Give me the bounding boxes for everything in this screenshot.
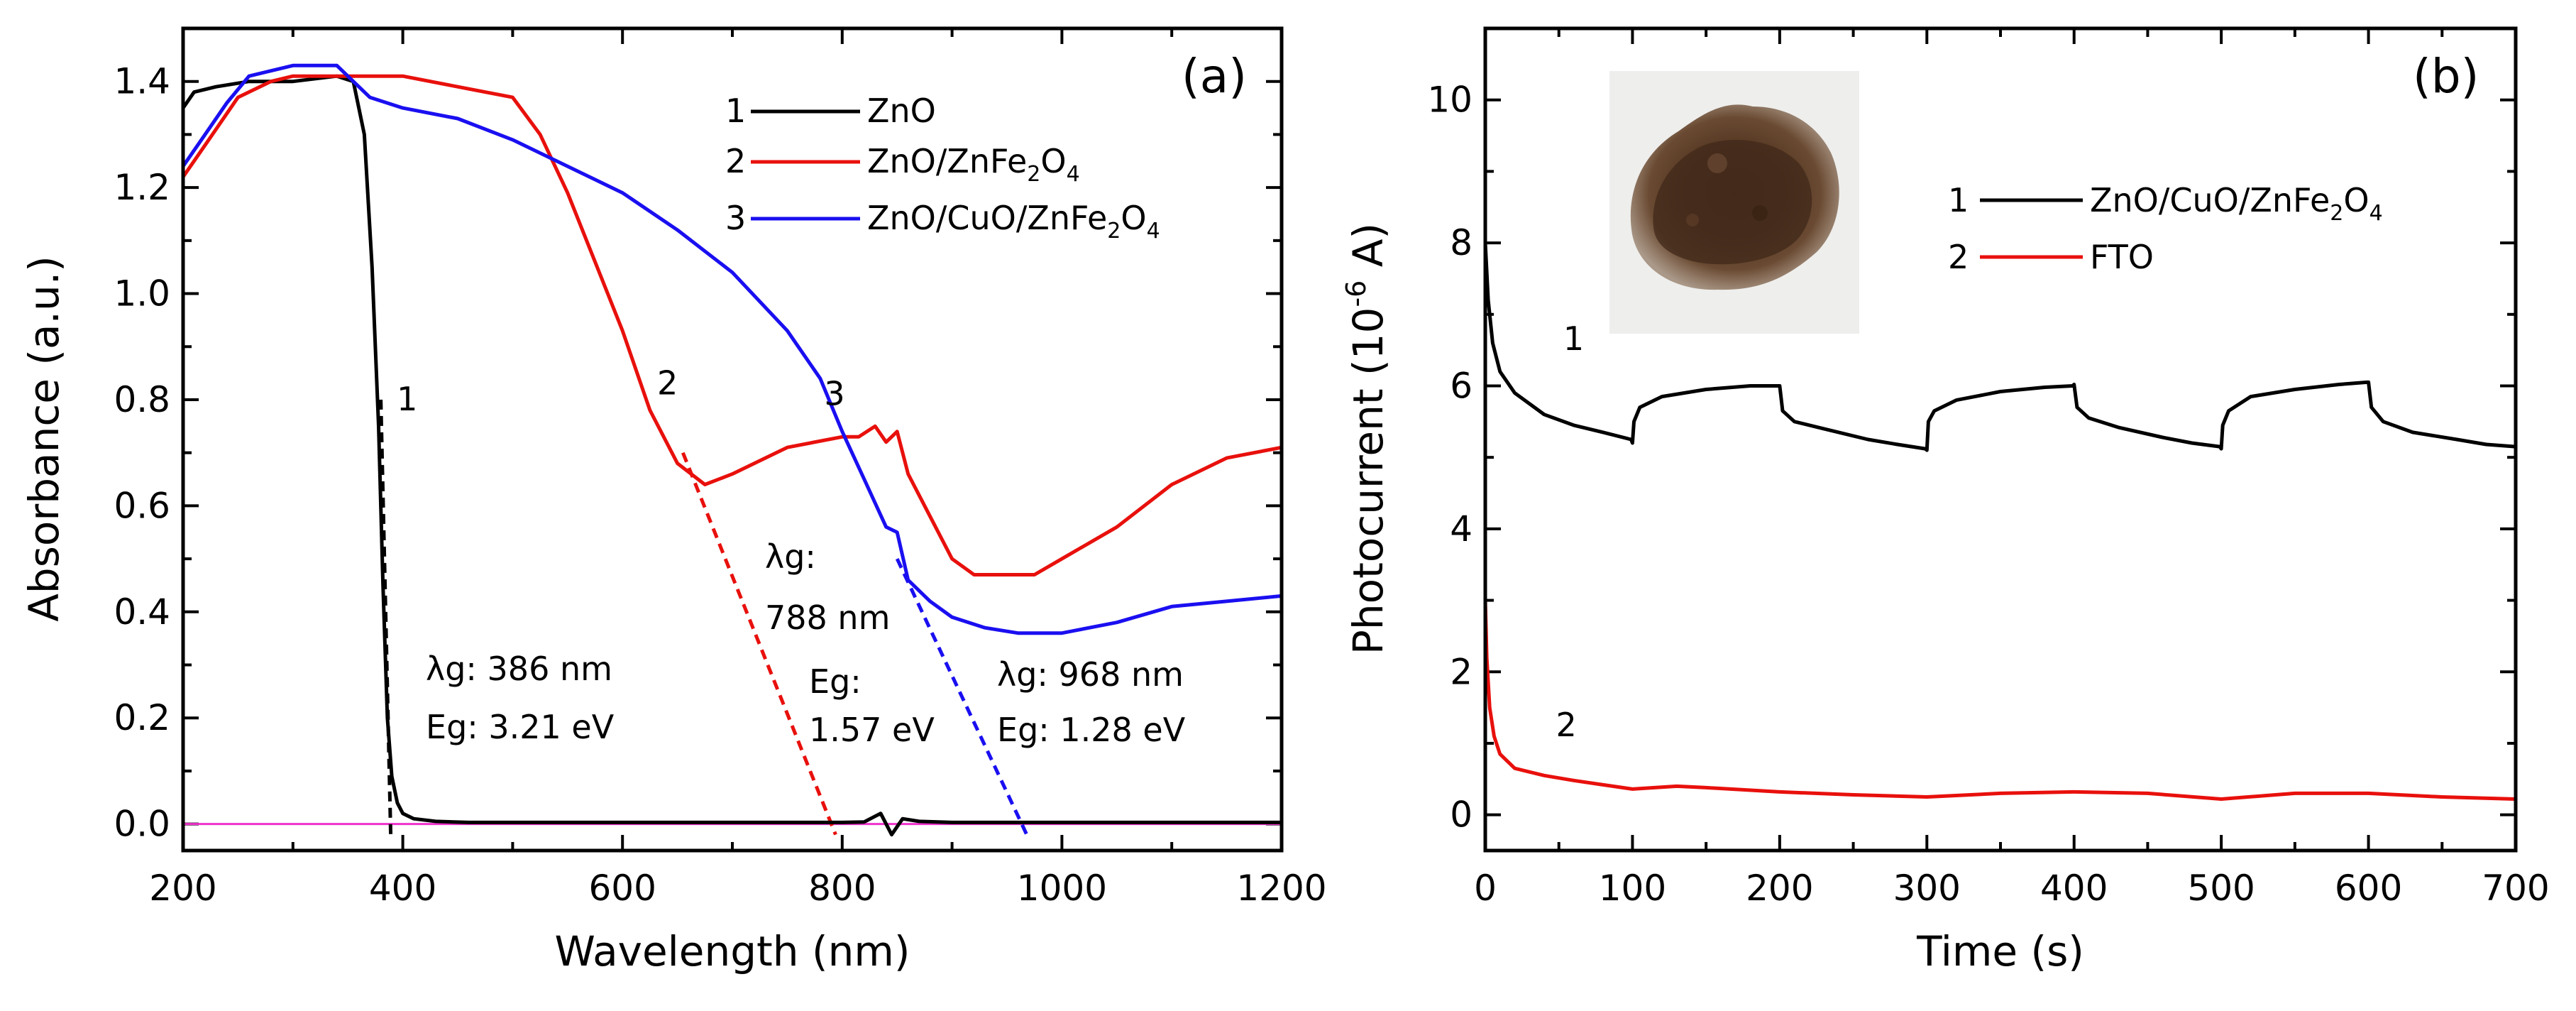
annotation-zno-znfe2o4: λg: 788 nm Eg: 1.57 eV: [765, 537, 935, 749]
x-tick-label: 0: [1474, 868, 1497, 909]
x-tick-label: 600: [588, 868, 656, 909]
series-line-1: [1485, 241, 2516, 452]
panel-b-x-axis-title: Time (s): [1916, 927, 2084, 976]
panel-b-frame: [1483, 26, 2518, 853]
x-tick-label: 400: [2040, 868, 2108, 909]
curve-number-label: 2: [657, 364, 678, 402]
x-tick-label: 400: [369, 868, 436, 909]
curve-number-label: 1: [1563, 319, 1584, 358]
legend-label: FTO: [2090, 238, 2154, 276]
legend-number: 1: [725, 92, 746, 130]
panel-a-curve-numbers: 1 2 3: [397, 364, 844, 417]
y-tick-label: 0.0: [114, 804, 170, 845]
y-tick-label: 4: [1450, 508, 1473, 550]
y-tick-label: 0.2: [114, 697, 170, 738]
panel-a-series: [183, 63, 1282, 837]
legend-label: ZnO/ZnFe2O4: [867, 142, 1080, 187]
panel-a-frame: [181, 26, 1284, 853]
curve-number-label: 3: [824, 374, 844, 412]
y-tick-label: 2: [1450, 651, 1473, 692]
annotation-eg-value: 1.57 eV: [809, 711, 935, 749]
legend-label: ZnO/CuO/ZnFe2O4: [2090, 181, 2383, 226]
panel-a-x-axis-title: Wavelength (nm): [554, 927, 910, 976]
legend-entry-zno-cuo-znfe2o4: 3 ZnO/CuO/ZnFe2O4: [725, 199, 1160, 244]
legend-number: 3: [725, 199, 746, 237]
y-tick-label: 10: [1427, 80, 1473, 121]
legend-label: ZnO/CuO/ZnFe2O4: [867, 199, 1160, 244]
legend-number: 1: [1948, 181, 1969, 219]
curve-number-label: 2: [1556, 706, 1576, 744]
y-tick-label: 0.8: [114, 379, 170, 420]
curve-number-label: 1: [397, 380, 417, 418]
x-tick-label: 100: [1599, 868, 1666, 909]
annotation-eg: Eg: 3.21 eV: [426, 708, 615, 746]
legend-entry-zno-znfe2o4: 2 ZnO/ZnFe2O4: [725, 142, 1080, 187]
panel-a-absorbance-chart: 200 400 600 800 1000 1200 0.0 0.2 0.4 0.6 0.8 1.0 1.…: [20, 26, 1327, 976]
legend-entry-fto: 2 FTO: [1948, 238, 2154, 276]
legend-number: 2: [1948, 238, 1969, 276]
legend-number: 2: [725, 142, 746, 180]
inset-powder-photo: [1609, 71, 1859, 334]
legend-label: ZnO: [867, 92, 936, 130]
panel-b-y-axis-title: Photocurrent (10-6 A): [1341, 223, 1392, 655]
panel-b-legend: 1 ZnO/CuO/ZnFe2O4 2 FTO: [1948, 181, 2383, 276]
annotation-lambda: λg: 386 nm: [426, 650, 612, 688]
panel-b-photocurrent-chart: 0 100 200 300 400 500 600 700 0 2 4 6 8 10 (b) Time (…: [1341, 26, 2550, 976]
series-line-2: [183, 74, 1282, 576]
panel-b-series: [1485, 241, 2516, 801]
y-tick-label: 6: [1450, 365, 1473, 406]
legend-entry-zno-cuo-znfe2o4: 1 ZnO/CuO/ZnFe2O4: [1948, 181, 2383, 226]
panel-a-tick-labels: 200 400 600 800 1000 1200 0.0 0.2 0.4 0.6 0.8 1.0 1.…: [114, 61, 1326, 909]
annotation-lambda-value: 788 nm: [765, 599, 890, 637]
x-tick-label: 800: [808, 868, 876, 909]
x-tick-label: 1000: [1017, 868, 1107, 909]
panel-a-label: (a): [1182, 49, 1247, 104]
x-tick-label: 1200: [1236, 868, 1326, 909]
annotation-zno-cuo-znfe2o4: λg: 968 nm Eg: 1.28 eV: [997, 655, 1186, 749]
annotation-eg: Eg:: [809, 662, 862, 701]
annotation-zno: λg: 386 nm Eg: 3.21 eV: [426, 650, 615, 746]
x-tick-label: 500: [2187, 868, 2255, 909]
y-tick-label: 8: [1450, 222, 1473, 263]
panel-a-y-axis-title: Absorbance (a.u.): [20, 256, 68, 622]
series-line-3: [183, 63, 1282, 635]
annotation-eg: Eg: 1.28 eV: [997, 711, 1186, 749]
series-line-2: [1485, 599, 2516, 801]
panel-a-legend: 1 ZnO 2 ZnO/ZnFe2O4 3 ZnO/CuO/ZnFe2O4: [725, 92, 1160, 244]
x-tick-label: 600: [2335, 868, 2402, 909]
x-tick-label: 700: [2482, 868, 2549, 909]
y-tick-label: 0: [1450, 794, 1473, 836]
y-tick-label: 0.6: [114, 485, 170, 526]
bandgap-extrapolation-lines: [379, 399, 1029, 836]
panel-b-tick-labels: 0 100 200 300 400 500 600 700 0 2 4 6 8 10: [1427, 80, 2549, 909]
x-tick-label: 200: [1746, 868, 1813, 909]
annotation-lambda: λg:: [765, 537, 816, 576]
y-tick-label: 0.4: [114, 591, 170, 633]
bandgap-guide-line-2: [681, 452, 837, 836]
legend-entry-zno: 1 ZnO: [725, 92, 936, 130]
y-tick-label: 1.4: [114, 61, 170, 102]
bandgap-guide-line-3: [895, 558, 1029, 836]
annotation-lambda: λg: 968 nm: [997, 655, 1184, 694]
panel-b-label: (b): [2413, 49, 2479, 104]
x-tick-label: 200: [149, 868, 216, 909]
panel-b-curve-numbers: 12: [1556, 319, 1584, 744]
y-tick-label: 1.0: [114, 273, 170, 315]
y-tick-label: 1.2: [114, 167, 170, 208]
x-tick-label: 300: [1893, 868, 1961, 909]
